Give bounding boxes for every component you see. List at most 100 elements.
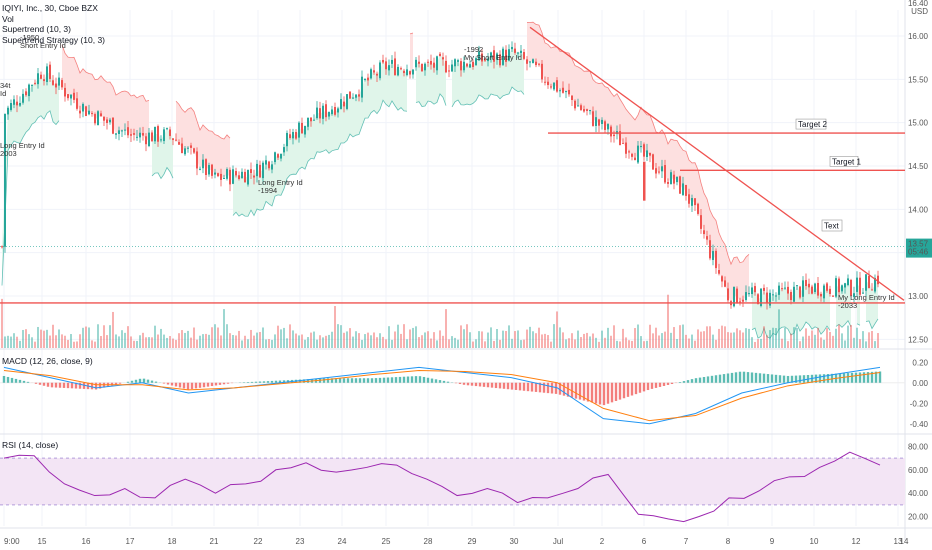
legend-supertrend[interactable]: Supertrend (10, 3) xyxy=(2,24,71,34)
candle-body xyxy=(556,80,558,92)
candle-body xyxy=(871,289,873,291)
supertrend-up-band xyxy=(2,71,59,286)
macd-histogram-bar xyxy=(470,382,474,386)
volume-bar xyxy=(313,331,315,348)
macd-histogram-bar xyxy=(594,382,598,404)
macd-histogram-bar xyxy=(662,382,666,386)
time-axis-tick: 24 xyxy=(338,537,347,546)
candle-body xyxy=(256,163,258,177)
candle-body xyxy=(127,127,129,136)
candle-body xyxy=(463,61,465,71)
volume-bar xyxy=(601,330,603,348)
volume-bar xyxy=(787,341,789,348)
volume-bar xyxy=(46,329,48,348)
candle-body xyxy=(79,110,81,114)
candle-body xyxy=(133,133,135,135)
candle-body xyxy=(604,121,606,130)
volume-bar xyxy=(436,340,438,348)
candle-body xyxy=(244,171,246,183)
volume-bar xyxy=(841,333,843,348)
candle-body xyxy=(136,136,138,138)
time-axis-tick: Jul xyxy=(553,537,563,546)
volume-bar xyxy=(352,336,354,348)
candle-body xyxy=(343,101,345,107)
candle-body xyxy=(31,84,33,86)
last-price-value: 13.57 xyxy=(908,240,929,249)
macd-histogram-bar xyxy=(430,378,434,383)
candle-body xyxy=(163,129,165,142)
candle-body xyxy=(7,107,9,115)
volume-bar xyxy=(442,335,444,348)
candle-body xyxy=(451,64,453,72)
candle-body xyxy=(376,73,378,76)
time-axis-tick: 16 xyxy=(82,537,91,546)
candle-body xyxy=(619,131,621,146)
volume-bar xyxy=(574,339,576,348)
volume-bar xyxy=(427,331,429,348)
volume-bar xyxy=(730,332,732,348)
candle-body xyxy=(367,77,369,81)
supertrend-up-band xyxy=(857,284,860,326)
candle-body xyxy=(721,276,723,282)
volume-bar xyxy=(178,333,180,348)
legend-strategy[interactable]: Supertrend Strategy (10, 3) xyxy=(2,34,106,45)
candle-body xyxy=(202,159,204,169)
candle-body xyxy=(1,246,3,248)
candle-body xyxy=(742,299,744,302)
candle-body xyxy=(121,130,123,132)
volume-bar xyxy=(124,332,126,348)
volume-bar xyxy=(286,338,288,348)
price-axis-tick: 16.00 xyxy=(908,32,929,41)
volume-bar xyxy=(844,340,846,348)
volume-bar xyxy=(874,341,876,348)
candle-body xyxy=(496,53,498,60)
candle-body xyxy=(445,60,447,73)
macd-histogram-bar xyxy=(54,382,58,388)
macd-histogram-bar xyxy=(862,372,866,383)
candle-body xyxy=(379,62,381,79)
candle-body xyxy=(577,105,579,107)
macd-histogram-bar xyxy=(138,378,142,383)
candle-body xyxy=(217,173,219,177)
volume-bar xyxy=(94,341,96,348)
volume-bar xyxy=(634,328,636,348)
volume-bar xyxy=(655,327,657,348)
macd-histogram-bar xyxy=(406,376,410,383)
macd-histogram-bar xyxy=(354,378,358,383)
volume-bar xyxy=(742,332,744,348)
volume-bar xyxy=(136,340,138,348)
supertrend-up-line xyxy=(451,86,525,108)
legend-symbol[interactable]: IQIYI, Inc., 30, Cboe BZX xyxy=(2,3,98,13)
volume-bar xyxy=(151,337,153,348)
rsi-pane-label[interactable]: RSI (14, close) xyxy=(2,440,59,450)
candle-body xyxy=(172,138,174,140)
macd-histogram-bar xyxy=(710,375,714,383)
candle-body xyxy=(73,92,75,100)
volume-bar xyxy=(814,334,816,348)
volume-bar xyxy=(91,340,93,348)
candle-body xyxy=(259,164,261,178)
candle-body xyxy=(754,286,756,293)
volume-bar xyxy=(13,333,15,348)
candle-body xyxy=(592,111,594,126)
rsi-line xyxy=(3,451,881,523)
macd-histogram-bar xyxy=(118,382,122,384)
volume-bar xyxy=(220,335,222,348)
volume-bar xyxy=(499,339,501,348)
trade-annotation-cut: 34t xyxy=(0,81,11,90)
macd-histogram-bar xyxy=(70,382,74,389)
volume-bar xyxy=(385,339,387,348)
macd-histogram-bar xyxy=(250,381,254,383)
volume-bar xyxy=(763,326,765,348)
legend-vol[interactable]: Vol xyxy=(2,13,14,24)
volume-bar xyxy=(331,331,333,348)
volume-bar xyxy=(88,327,90,348)
candle-body xyxy=(694,198,696,206)
candle-body xyxy=(472,61,474,67)
macd-pane-label[interactable]: MACD (12, 26, close, 9) xyxy=(2,356,93,366)
candle-body xyxy=(523,52,525,59)
candle-body xyxy=(301,122,303,134)
volume-bar xyxy=(727,332,729,348)
volume-bar xyxy=(835,328,837,348)
